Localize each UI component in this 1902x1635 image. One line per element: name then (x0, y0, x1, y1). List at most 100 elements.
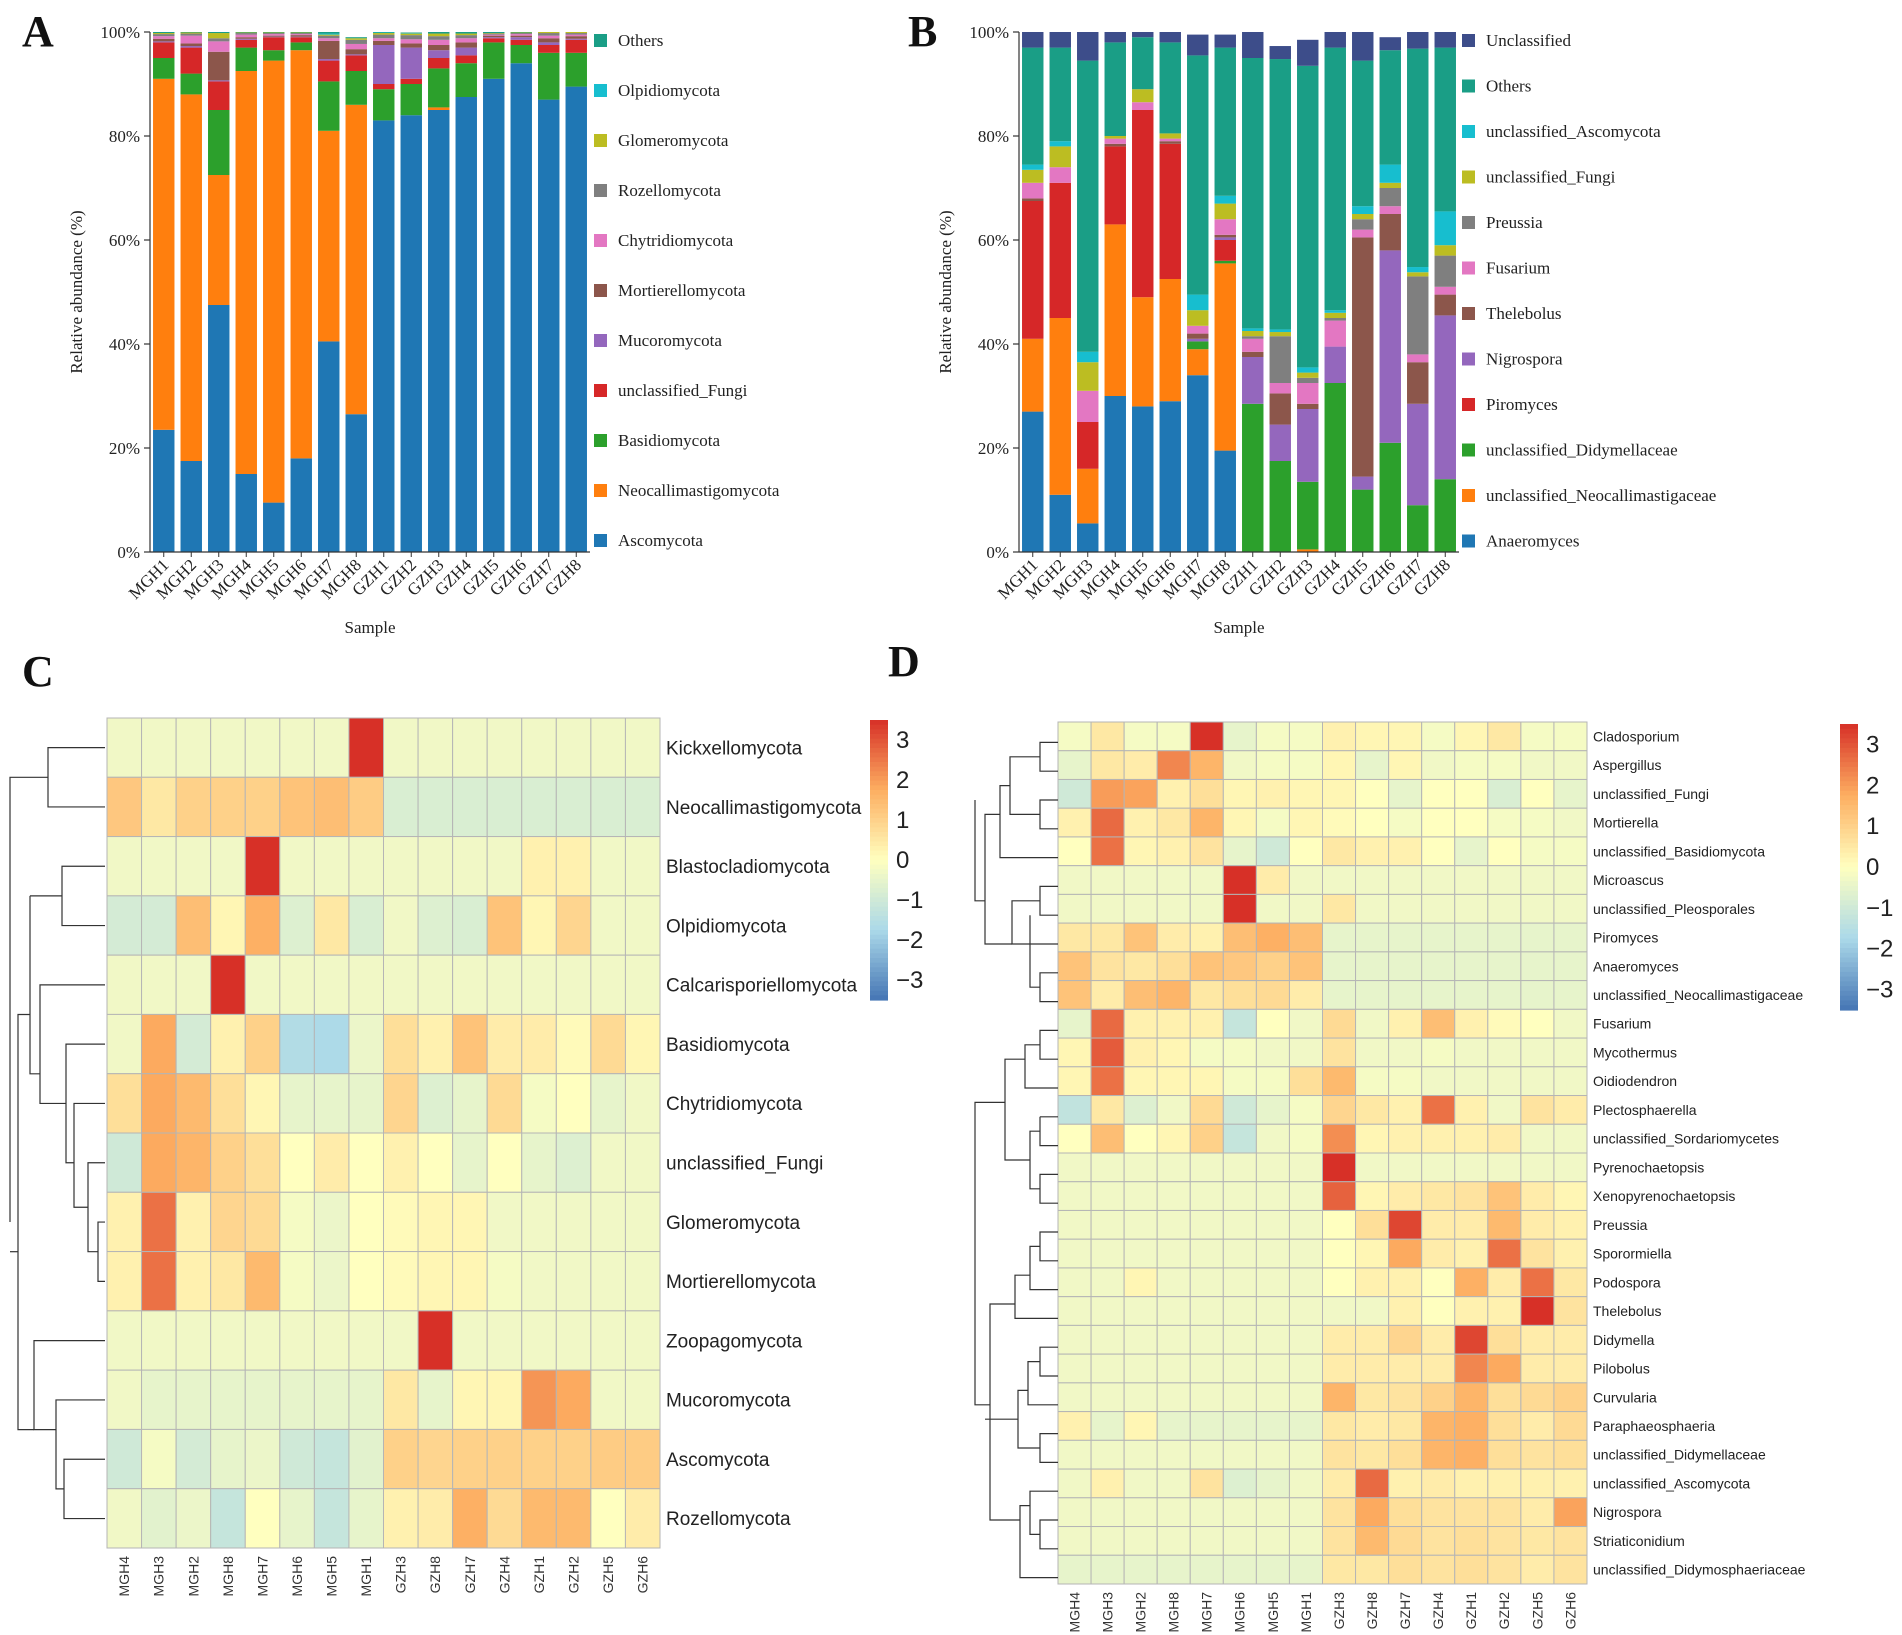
y-tick-label: 20% (109, 439, 140, 458)
bar-piromyces-mgh8 (1214, 240, 1236, 261)
bar-glomeromycota-gzh6 (510, 32, 532, 34)
heat-cell-basidiomycota-mgh7 (244, 1013, 281, 1075)
heat-cell-rozellomycota-gzh2 (555, 1488, 592, 1549)
heat-cell-mucoromycota-gzh4 (486, 1369, 523, 1430)
heat-cell-plectosphaerella-gzh3 (1322, 1095, 1357, 1125)
heat-cell-pyrenochaetopsis-gzh7 (1388, 1152, 1423, 1183)
col-label-mgh5: MGH5 (324, 1556, 340, 1597)
bar-mucoromycota-mgh3 (208, 80, 230, 82)
legend-swatch-mortierellomycota (594, 284, 607, 297)
heat-cell-fusarium-mgh7 (1189, 1008, 1224, 1039)
heat-cell-unclassified-ascomycota-mgh3 (1090, 1468, 1125, 1499)
row-label-unclassified-ascomycota: unclassified_Ascomycota (1593, 1475, 1750, 1491)
panel-d: Cladosporium Aspergillus unclassified_Fung… (974, 721, 1893, 1632)
bar-glomeromycota-mgh5 (263, 32, 285, 34)
dendrogram-branch (1019, 1505, 1058, 1579)
heat-cell-zoopagomycota-mgh3 (141, 1310, 177, 1371)
heat-cell-didymella-gzh8 (1355, 1324, 1390, 1355)
bar-fusarium-mgh1 (1022, 182, 1044, 199)
bar-nigrospora-gzh8 (1434, 315, 1456, 480)
legend-swatch-others (594, 34, 607, 47)
heat-cell-nigrospora-gzh2 (1487, 1497, 1522, 1528)
bar-basidiomycota-gzh5 (483, 42, 505, 79)
heat-cell-unclassified-sordariomycetes-gzh7 (1388, 1123, 1423, 1154)
heat-cell-unclassified-pleosporales-gzh2 (1487, 893, 1522, 924)
heat-cell-paraphaeosphaeria-mgh5 (1255, 1411, 1290, 1441)
heat-cell-pyrenochaetopsis-mgh8 (1156, 1152, 1191, 1183)
dendrogram-branch (989, 1303, 1020, 1521)
heat-cell-unclassified-fungi-gzh4 (1421, 778, 1456, 809)
panel-a: 0% 20% 40% 60% 80% 100% Relative abundance (%)… (67, 23, 780, 637)
heat-cell-microascus-gzh2 (1487, 865, 1522, 895)
heat-cell-plectosphaerella-mgh2 (1123, 1095, 1158, 1125)
heat-cell-unclassified-fungi-gzh8 (1355, 778, 1390, 809)
heat-cell-podospora-mgh7 (1189, 1267, 1224, 1298)
heat-cell-unclassified-didymosphaeriaceae-mgh3 (1090, 1554, 1125, 1585)
bar-glomeromycota-mgh6 (290, 32, 312, 34)
row-label-nigrospora: Nigrospora (1593, 1504, 1662, 1520)
colorbar-segment (870, 846, 888, 852)
heat-cell-mortierellomycota-mgh4 (106, 1251, 143, 1312)
bar-mucoromycota-gzh8 (565, 38, 587, 40)
bar-unclassified-fungi-gzh4 (1324, 312, 1346, 318)
heat-cell-unclassified-didymellaceae-mgh5 (1255, 1439, 1290, 1470)
heat-cell-zoopagomycota-mgh7 (244, 1310, 281, 1371)
heat-cell-basidiomycota-mgh6 (279, 1013, 315, 1075)
bar-mucoromycota-gzh2 (400, 47, 422, 79)
heat-cell-unclassified-sordariomycetes-gzh1 (1454, 1123, 1489, 1154)
row-label-unclassified-fungi: unclassified_Fungi (1593, 786, 1709, 802)
heat-cell-unclassified-fungi-gzh3 (1322, 778, 1357, 809)
legend-swatch-basidiomycota (594, 434, 607, 447)
heat-cell-cladosporium-gzh5 (1520, 721, 1555, 752)
bar-mucoromycota-mgh6 (290, 36, 312, 38)
legend-label-others: Others (618, 31, 663, 50)
heat-cell-ascomycota-mgh2 (175, 1428, 212, 1490)
bar-basidiomycota-gzh4 (455, 63, 477, 97)
heat-cell-piromyces-gzh5 (1520, 922, 1555, 953)
y-tick-label: 60% (978, 231, 1009, 250)
colorbar-segment (870, 836, 888, 842)
bar-chytridiomycota-gzh8 (565, 34, 587, 37)
colorbar-segment (870, 953, 888, 959)
colorbar-segment (1840, 847, 1858, 854)
bar-unclassified-fungi-mgh6 (1159, 133, 1181, 139)
heat-cell-unclassified-neocallimastigaceae-gzh1 (1454, 980, 1489, 1010)
colorbar-segment (1840, 738, 1858, 744)
heat-cell-pyrenochaetopsis-mgh4 (1057, 1152, 1092, 1183)
row-label-mortierellomycota: Mortierellomycota (666, 1272, 816, 1293)
heat-cell-chytridiomycota-gzh8 (417, 1073, 454, 1134)
heat-cell-oidiodendron-mgh4 (1057, 1066, 1092, 1097)
colorbar-tick-label: −2 (896, 927, 923, 954)
heat-cell-chytridiomycota-mgh5 (313, 1073, 350, 1134)
heat-cell-didymella-gzh7 (1388, 1324, 1423, 1355)
dendrogram-branch (1039, 972, 1058, 1003)
bar-unclassified-gzh1 (1242, 32, 1264, 58)
heat-cell-ascomycota-gzh6 (624, 1428, 661, 1490)
heat-cell-olpidiomycota-mgh8 (210, 895, 246, 956)
heat-cell-unclassified-fungi-mgh3 (141, 1132, 177, 1193)
bar-chytridiomycota-mgh7 (318, 38, 340, 41)
heat-cell-piromyces-mgh3 (1090, 922, 1125, 953)
heat-cell-blastocladiomycota-mgh1 (348, 836, 384, 897)
colorbar-segment (870, 930, 888, 936)
heat-cell-microascus-mgh4 (1057, 865, 1092, 895)
heat-cell-cladosporium-mgh5 (1255, 721, 1290, 752)
bar-unclassified-fungi-gzh1 (1242, 331, 1264, 337)
colorbar-segment (870, 729, 888, 735)
bar-mortierellomycota-gzh1 (373, 40, 395, 45)
heat-cell-ascomycota-gzh3 (383, 1428, 419, 1490)
heat-cell-podospora-mgh1 (1288, 1267, 1323, 1298)
heat-cell-mycothermus-mgh8 (1156, 1037, 1191, 1068)
heat-cell-nigrospora-mgh1 (1288, 1497, 1323, 1528)
legend-label-others: Others (1486, 77, 1531, 96)
row-label-kickxellomycota: Kickxellomycota (666, 738, 803, 759)
heat-cell-unclassified-fungi-mgh7 (244, 1132, 281, 1193)
heat-cell-unclassified-pleosporales-gzh4 (1421, 893, 1456, 924)
heat-cell-fusarium-gzh7 (1388, 1008, 1423, 1039)
colorbar-segment (870, 762, 888, 768)
bar-mucoromycota-mgh1 (153, 41, 175, 43)
heat-cell-neocallimastigomycota-gzh1 (521, 776, 557, 838)
panel-label-3: D (888, 637, 920, 686)
heat-cell-zoopagomycota-mgh1 (348, 1310, 384, 1371)
heat-cell-preussia-mgh8 (1156, 1209, 1191, 1240)
